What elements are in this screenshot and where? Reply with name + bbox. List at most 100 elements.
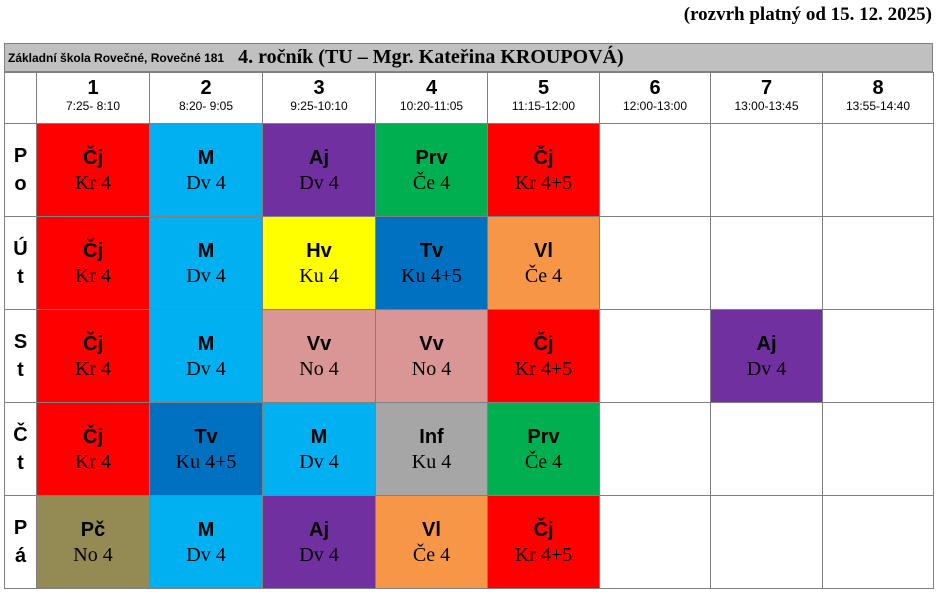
lesson-cell: Čj Kr 4+5 <box>487 495 600 589</box>
period-number: 3 <box>313 77 325 99</box>
subject-code: Čj <box>533 147 554 169</box>
period-header-row: 1 7:25- 8:10 2 8:20- 9:05 3 9:25-10:10 4 10:… <box>4 72 934 124</box>
lesson-cell: Vl Če 4 <box>375 495 488 589</box>
period-number: 7 <box>760 77 773 99</box>
teacher-room: Dv 4 <box>186 544 226 566</box>
empty-cell <box>599 216 711 310</box>
subject-code: M <box>197 147 215 169</box>
day-label: P <box>13 145 28 167</box>
period-header: 3 9:25-10:10 <box>262 72 376 124</box>
subject-code: Prv <box>415 147 448 169</box>
period-time: 13:00-13:45 <box>734 99 799 113</box>
lesson-cell: M Dv 4 <box>149 123 263 217</box>
timetable-header: Základní škola Rovečné, Rovečné 181 4. r… <box>4 43 933 72</box>
subject-code: Vv <box>306 333 332 355</box>
empty-cell <box>710 402 823 496</box>
empty-cell <box>710 123 823 217</box>
timetable-body: 1 7:25- 8:10 2 8:20- 9:05 3 9:25-10:10 4 10:… <box>4 72 934 589</box>
lesson-cell: Čj Kr 4 <box>36 216 150 310</box>
empty-cell <box>599 495 711 589</box>
lesson-cell: M Dv 4 <box>149 216 263 310</box>
empty-cell <box>599 402 711 496</box>
lesson-cell: Čj Kr 4 <box>36 402 150 496</box>
subject-code: Čj <box>533 519 554 541</box>
empty-cell <box>710 216 823 310</box>
period-time: 9:25-10:10 <box>290 99 348 113</box>
teacher-room: Ku 4+5 <box>175 451 237 473</box>
teacher-room: Kr 4 <box>74 451 112 473</box>
subject-code: Pč <box>80 519 106 541</box>
period-header: 6 12:00-13:00 <box>599 72 711 124</box>
subject-code: Hv <box>306 240 332 262</box>
period-time: 11:15-12:00 <box>511 99 576 113</box>
empty-cell <box>822 309 934 403</box>
day-label: t <box>17 452 24 474</box>
subject-code: Čj <box>533 333 554 355</box>
validity-note: (rozvrh platný od 15. 12. 2025) <box>683 4 932 25</box>
teacher-room: Dv 4 <box>299 451 339 473</box>
lesson-cell: M Dv 4 <box>149 495 263 589</box>
subject-code: Vl <box>534 240 553 262</box>
period-header: 4 10:20-11:05 <box>375 72 488 124</box>
class-title: 4. ročník (TU – Mgr. Kateřina KROUPOVÁ) <box>238 46 624 68</box>
teacher-room: Če 4 <box>412 544 451 566</box>
day-label: Ú <box>13 238 28 260</box>
period-time: 13:55-14:40 <box>845 99 911 113</box>
teacher-room: Ku 4+5 <box>401 265 462 287</box>
lesson-cell: Čj Kr 4 <box>36 123 150 217</box>
subject-code: Tv <box>419 240 444 262</box>
empty-cell <box>822 123 934 217</box>
subject-code: M <box>197 240 215 262</box>
teacher-room: Kr 4+5 <box>514 544 573 566</box>
teacher-room: Ku 4 <box>299 265 339 287</box>
teacher-room: No 4 <box>411 358 452 380</box>
teacher-room: Ku 4 <box>411 451 452 473</box>
subject-code: Čj <box>83 426 103 448</box>
day-label: P <box>13 517 28 539</box>
subject-code: Aj <box>756 333 777 355</box>
teacher-room: Dv 4 <box>186 172 226 194</box>
lesson-cell: Hv Ku 4 <box>262 216 376 310</box>
day-label: o <box>14 173 27 195</box>
period-time: 8:20- 9:05 <box>178 99 234 113</box>
period-header: 1 7:25- 8:10 <box>36 72 150 124</box>
empty-cell <box>822 402 934 496</box>
lesson-cell: Aj Dv 4 <box>262 123 376 217</box>
period-header: 2 8:20- 9:05 <box>149 72 263 124</box>
period-header: 5 11:15-12:00 <box>487 72 600 124</box>
period-time: 12:00-13:00 <box>622 99 688 113</box>
teacher-room: No 4 <box>73 544 113 566</box>
lesson-cell: Aj Dv 4 <box>262 495 376 589</box>
teacher-room: Dv 4 <box>299 544 339 566</box>
teacher-room: Dv 4 <box>186 358 226 380</box>
lesson-cell: M Dv 4 <box>262 402 376 496</box>
teacher-room: Dv 4 <box>186 265 226 287</box>
day-label: t <box>17 359 24 381</box>
period-number: 4 <box>425 77 438 99</box>
period-header: 7 13:00-13:45 <box>710 72 823 124</box>
empty-cell <box>599 309 711 403</box>
day-label: Č <box>13 424 28 446</box>
period-number: 8 <box>872 77 884 99</box>
lesson-cell: Aj Dv 4 <box>710 309 823 403</box>
teacher-room: Kr 4 <box>74 358 112 380</box>
period-header: 8 13:55-14:40 <box>822 72 934 124</box>
subject-code: Vl <box>422 519 441 541</box>
lesson-cell: Čj Kr 4+5 <box>487 309 600 403</box>
subject-code: Vv <box>419 333 444 355</box>
subject-code: M <box>197 333 215 355</box>
timetable-grid: 1 7:25- 8:10 2 8:20- 9:05 3 9:25-10:10 4 10:… <box>4 72 934 589</box>
period-number: 2 <box>200 77 212 99</box>
empty-cell <box>710 495 823 589</box>
teacher-room: Dv 4 <box>746 358 787 380</box>
lesson-cell: Tv Ku 4+5 <box>375 216 488 310</box>
lesson-cell: Vv No 4 <box>262 309 376 403</box>
subject-code: Inf <box>419 426 444 448</box>
teacher-room: Kr 4+5 <box>514 172 573 194</box>
